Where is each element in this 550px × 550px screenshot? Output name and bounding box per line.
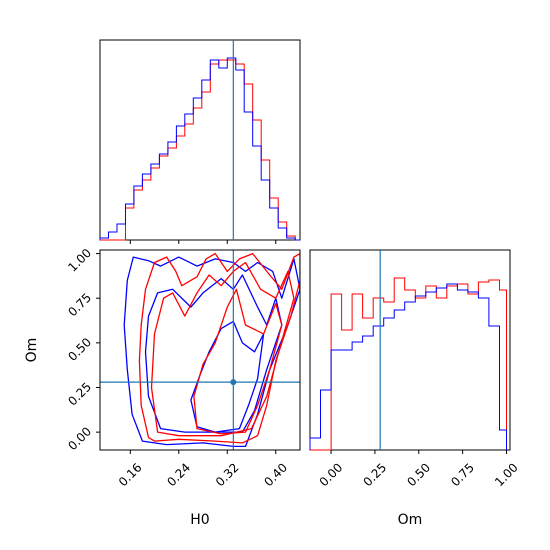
contour-y-tick-label-1: 0.25 [65,380,94,409]
om-histogram-frame [309,249,511,451]
contour-x-tick-label-2: 0.32 [213,460,242,489]
contour-x-tick-label-1: 0.24 [164,460,193,489]
om-hist-series-1 [309,283,507,450]
contour-red-outer [138,252,300,444]
contour-truth-point [230,379,237,386]
contour-y-tick-label-4: 1.00 [65,246,94,275]
h0-hist-series-1 [99,57,300,241]
contour-red-mid [150,261,295,437]
contour-red-inner [193,288,283,435]
contour-blue-mid [144,274,283,433]
x-axis-label-om: Om [398,512,423,528]
contour-x-tick-label-0: 0.16 [116,460,145,489]
contour-y-tick-label-3: 0.75 [65,290,94,319]
x-axis-label-h0: H0 [190,512,209,528]
h0-histogram-bars [99,40,300,241]
h0-om-contours [100,250,300,450]
om-hist-tick-label-4: 1.00 [492,460,521,489]
om-histogram-bars [309,250,507,451]
om-hist-tick-label-1: 0.25 [360,460,389,489]
om-histogram-panel: 0.00 0.25 0.50 0.75 1.00 Om [309,249,521,528]
om-hist-tick-label-3: 0.75 [448,460,477,489]
h0-histogram-panel [99,39,301,244]
om-histogram-ticks: 0.00 0.25 0.50 0.75 1.00 [317,450,521,489]
contour-x-tick-label-3: 0.40 [261,460,290,489]
h0-hist-series-0 [100,59,300,241]
h0-om-contour-panel: 0.16 0.24 0.32 0.400.000.250.500.751.00 H0 … [24,246,301,528]
om-hist-tick-label-2: 0.50 [404,460,433,489]
contour-y-tick-label-2: 0.50 [65,335,94,364]
y-axis-label-om: Om [24,338,40,363]
contour-lines [123,252,300,448]
contour-frame [99,249,301,451]
contour-y-tick-label-0: 0.00 [65,424,94,453]
om-hist-series-0 [310,277,507,451]
h0-histogram-frame [99,39,301,241]
om-hist-tick-label-0: 0.00 [317,460,346,489]
h0-histogram-ticks [129,240,277,244]
